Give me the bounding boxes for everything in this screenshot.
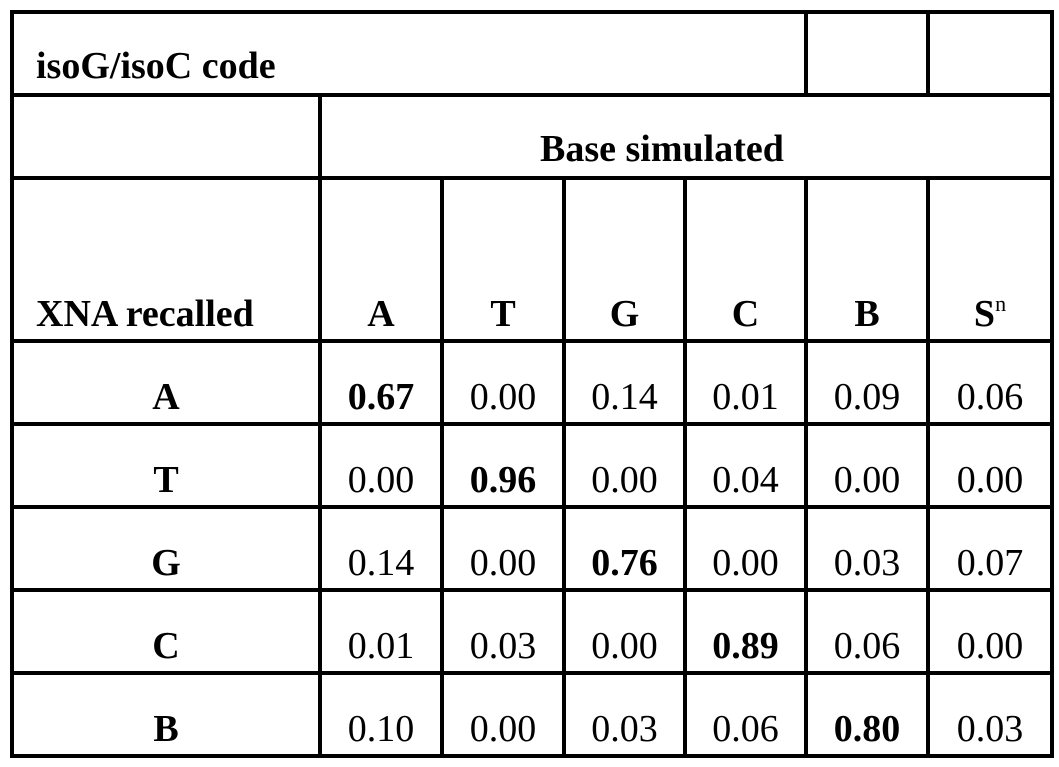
table-cell: 0.96 [442,424,564,507]
table-cell: 0.00 [806,424,928,507]
table-cell: 0.07 [928,507,1052,590]
table-cell: 0.04 [685,424,806,507]
row-label: G [12,507,320,590]
table-cell: 0.03 [806,507,928,590]
row-label: A [12,341,320,424]
column-group-row: Base simulated [12,95,1052,178]
table-cell: 0.03 [564,673,685,756]
empty-cell [928,12,1052,95]
table-cell: 0.14 [320,507,442,590]
table-cell: 0.00 [320,424,442,507]
column-group-label: Base simulated [320,95,1052,178]
table-row: B 0.10 0.00 0.03 0.06 0.80 0.03 [12,673,1052,756]
column-header-label: C [732,293,759,335]
row-header-label: XNA recalled [12,178,320,341]
table-cell: 0.01 [685,341,806,424]
table-row: T 0.00 0.96 0.00 0.04 0.00 0.00 [12,424,1052,507]
row-label: C [12,590,320,673]
table-title: isoG/isoC code [12,12,806,95]
column-header-g: G [564,178,685,341]
column-header-label: G [610,293,640,335]
column-header-a: A [320,178,442,341]
table-cell: 0.14 [564,341,685,424]
column-header-sn: Sn [928,178,1052,341]
table-cell: 0.03 [442,590,564,673]
table-cell: 0.00 [564,590,685,673]
column-header-b: B [806,178,928,341]
column-header-t: T [442,178,564,341]
table-cell: 0.03 [928,673,1052,756]
column-header-label: T [490,293,515,335]
table-cell: 0.00 [928,424,1052,507]
empty-cell [806,12,928,95]
table-cell: 0.67 [320,341,442,424]
title-row: isoG/isoC code [12,12,1052,95]
column-header-label: S [974,293,995,335]
confusion-matrix-table: isoG/isoC code Base simulated XNA recall… [10,10,1054,758]
row-label: T [12,424,320,507]
table-cell: 0.00 [564,424,685,507]
table-cell: 0.01 [320,590,442,673]
table-cell: 0.06 [685,673,806,756]
column-header-label: B [854,293,879,335]
table-cell: 0.09 [806,341,928,424]
table-row: C 0.01 0.03 0.00 0.89 0.06 0.00 [12,590,1052,673]
column-header-row: XNA recalled A T G C B Sn [12,178,1052,341]
table-row: A 0.67 0.00 0.14 0.01 0.09 0.06 [12,341,1052,424]
table-cell: 0.00 [442,507,564,590]
table-cell: 0.89 [685,590,806,673]
table-cell: 0.80 [806,673,928,756]
column-header-label: A [367,293,394,335]
table-cell: 0.10 [320,673,442,756]
table-row: G 0.14 0.00 0.76 0.00 0.03 0.07 [12,507,1052,590]
table-cell: 0.06 [806,590,928,673]
table-cell: 0.76 [564,507,685,590]
column-header-superscript: n [995,291,1006,316]
table-cell: 0.00 [442,673,564,756]
empty-cell [12,95,320,178]
table-cell: 0.00 [685,507,806,590]
row-label: B [12,673,320,756]
table-cell: 0.00 [442,341,564,424]
column-header-c: C [685,178,806,341]
table-cell: 0.06 [928,341,1052,424]
table-cell: 0.00 [928,590,1052,673]
